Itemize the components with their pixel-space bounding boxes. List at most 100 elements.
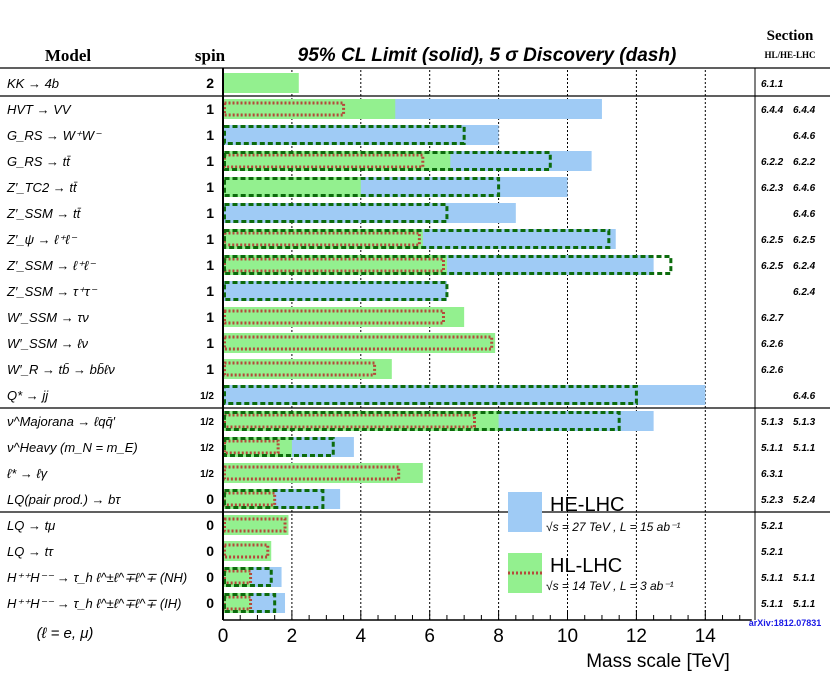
section-he-ref: 6.4.6 <box>793 131 816 142</box>
hl-limit-bar <box>223 255 447 275</box>
model-label: Z′_SSM → ℓ⁺ℓ⁻ <box>6 258 96 273</box>
hl-discovery-box <box>223 595 253 611</box>
hl-discovery-box <box>223 569 253 585</box>
x-tick-label: 14 <box>695 626 717 647</box>
section-hl-ref: 6.2.3 <box>761 183 784 194</box>
section-hl-ref: 5.1.1 <box>761 599 784 610</box>
model-label: LQ(pair prod.) → bτ <box>7 492 121 507</box>
spin-value: 1 <box>206 127 214 143</box>
labels-layer: KK → 4b 2 6.1.1 HVT → VV 1 6.4.4 6.4.4 G_RS → W… <box>6 75 816 611</box>
hl-discovery-box <box>223 335 494 351</box>
model-label: H⁺⁺H⁻⁻ → τ_h ℓ^±ℓ^∓ℓ^∓ (NH) <box>7 570 187 585</box>
section-he-ref: 5.1.1 <box>793 599 816 610</box>
model-label: ν^Majorana → ℓqq̄′ <box>7 414 116 429</box>
chart-title: 95% CL Limit (solid), 5 σ Discovery (das… <box>298 45 677 66</box>
section-hl-ref: 6.2.6 <box>761 339 784 350</box>
spin-value: 1 <box>206 179 214 195</box>
model-label: HVT → VV <box>7 102 72 117</box>
he-discovery-box <box>223 411 621 431</box>
spin-value: 1/2 <box>200 417 214 428</box>
model-label: Z′_SSM → τ⁺τ⁻ <box>6 284 98 299</box>
section-hl-ref: 6.2.2 <box>761 157 784 168</box>
section-hl-ref: 5.2.1 <box>761 521 784 532</box>
hl-discovery-box <box>223 491 277 507</box>
x-tick-label: 0 <box>218 626 229 647</box>
section-he-ref: 6.2.4 <box>793 287 816 298</box>
he-limit-bar <box>223 203 516 223</box>
section-hl-ref: 5.1.1 <box>761 443 784 454</box>
section-subheader: HL/HE-LHC <box>764 50 815 60</box>
xaxis-label: Mass scale [TeV] <box>586 651 730 672</box>
section-he-ref: 6.4.6 <box>793 209 816 220</box>
model-label: H⁺⁺H⁻⁻ → τ_h ℓ^±ℓ^∓ℓ^∓ (IH) <box>7 596 181 611</box>
model-label: G_RS → W⁺W⁻ <box>7 128 102 143</box>
legend-hl-label: HL-LHC <box>550 555 622 577</box>
section-he-ref: 6.2.5 <box>793 235 816 246</box>
model-label: Z′_ψ → ℓ⁺ℓ⁻ <box>6 232 78 247</box>
hl-limit-bar <box>223 177 361 197</box>
hl-discovery-box <box>223 413 476 429</box>
model-label: LQ → tτ <box>7 544 54 559</box>
section-he-ref: 5.2.4 <box>793 495 816 506</box>
model-label: ν^Heavy (m_N = m_E) <box>7 440 138 455</box>
hl-discovery-box <box>223 309 445 325</box>
hl-discovery-box <box>223 101 346 117</box>
section-he-ref: 5.1.1 <box>793 443 816 454</box>
he-discovery-box <box>223 385 638 405</box>
legend: HE-LHC √s = 27 TeV , L = 15 ab⁻¹ HL-LHC … <box>508 492 680 593</box>
hl-discovery-box <box>223 361 377 377</box>
x-tick-label: 12 <box>626 626 647 647</box>
legend-he-detail: √s = 27 TeV , L = 15 ab⁻¹ <box>546 520 680 534</box>
spin-value: 1 <box>206 205 214 221</box>
he-discovery-box <box>223 437 335 457</box>
x-tick-label: 6 <box>424 626 435 647</box>
legend-he-swatch <box>508 492 542 532</box>
hl-discovery-box <box>223 257 445 273</box>
model-label: KK → 4b <box>7 76 59 91</box>
spin-value: 0 <box>206 491 214 507</box>
hl-limit-bar <box>223 307 465 327</box>
spin-value: 1 <box>206 231 214 247</box>
spin-value: 1 <box>206 335 214 351</box>
x-tick-label: 10 <box>557 626 578 647</box>
section-hl-ref: 5.2.3 <box>761 495 784 506</box>
spin-value: 0 <box>206 543 214 559</box>
spin-value: 0 <box>206 517 214 533</box>
legend-he-label: HE-LHC <box>550 494 624 516</box>
hl-limit-bar <box>223 333 496 353</box>
lepton-footnote: (ℓ = e, μ) <box>37 625 94 642</box>
section-hl-ref: 6.3.1 <box>761 469 784 480</box>
he-discovery-box <box>223 593 277 613</box>
section-hl-ref: 5.2.1 <box>761 547 784 558</box>
spin-value: 0 <box>206 595 214 611</box>
spin-value: 1/2 <box>200 443 214 454</box>
section-hl-ref: 6.2.5 <box>761 235 784 246</box>
section-hl-ref: 5.1.1 <box>761 573 784 584</box>
model-label: Z′_SSM → tt̄ <box>6 206 82 221</box>
model-label: G_RS → tt̄ <box>7 154 71 169</box>
spin-value: 1 <box>206 153 214 169</box>
spin-value: 0 <box>206 569 214 585</box>
spin-value: 1 <box>206 101 214 117</box>
he-limit-bar <box>223 125 499 145</box>
spin-header: spin <box>195 46 226 65</box>
spin-value: 1 <box>206 309 214 325</box>
model-label: Q* → jj <box>7 388 49 403</box>
section-he-ref: 6.4.4 <box>793 105 816 116</box>
spin-value: 2 <box>206 75 214 91</box>
section-he-ref: 5.1.3 <box>793 417 816 428</box>
model-label: W′_SSM → ℓν <box>7 336 89 351</box>
spin-value: 1 <box>206 361 214 377</box>
section-hl-ref: 6.1.1 <box>761 79 784 90</box>
he-discovery-box <box>223 177 501 197</box>
hl-discovery-box <box>223 543 270 559</box>
spin-value: 1 <box>206 283 214 299</box>
axis-layer: 0 2 4 6 8 10 12 14 <box>0 68 830 647</box>
model-label: Z′_TC2 → tt̄ <box>6 180 78 195</box>
he-discovery-box <box>223 125 466 145</box>
bars-layer <box>223 73 706 613</box>
section-hl-ref: 6.2.6 <box>761 365 784 376</box>
spin-value: 1/2 <box>200 391 214 402</box>
spin-value: 1 <box>206 257 214 273</box>
